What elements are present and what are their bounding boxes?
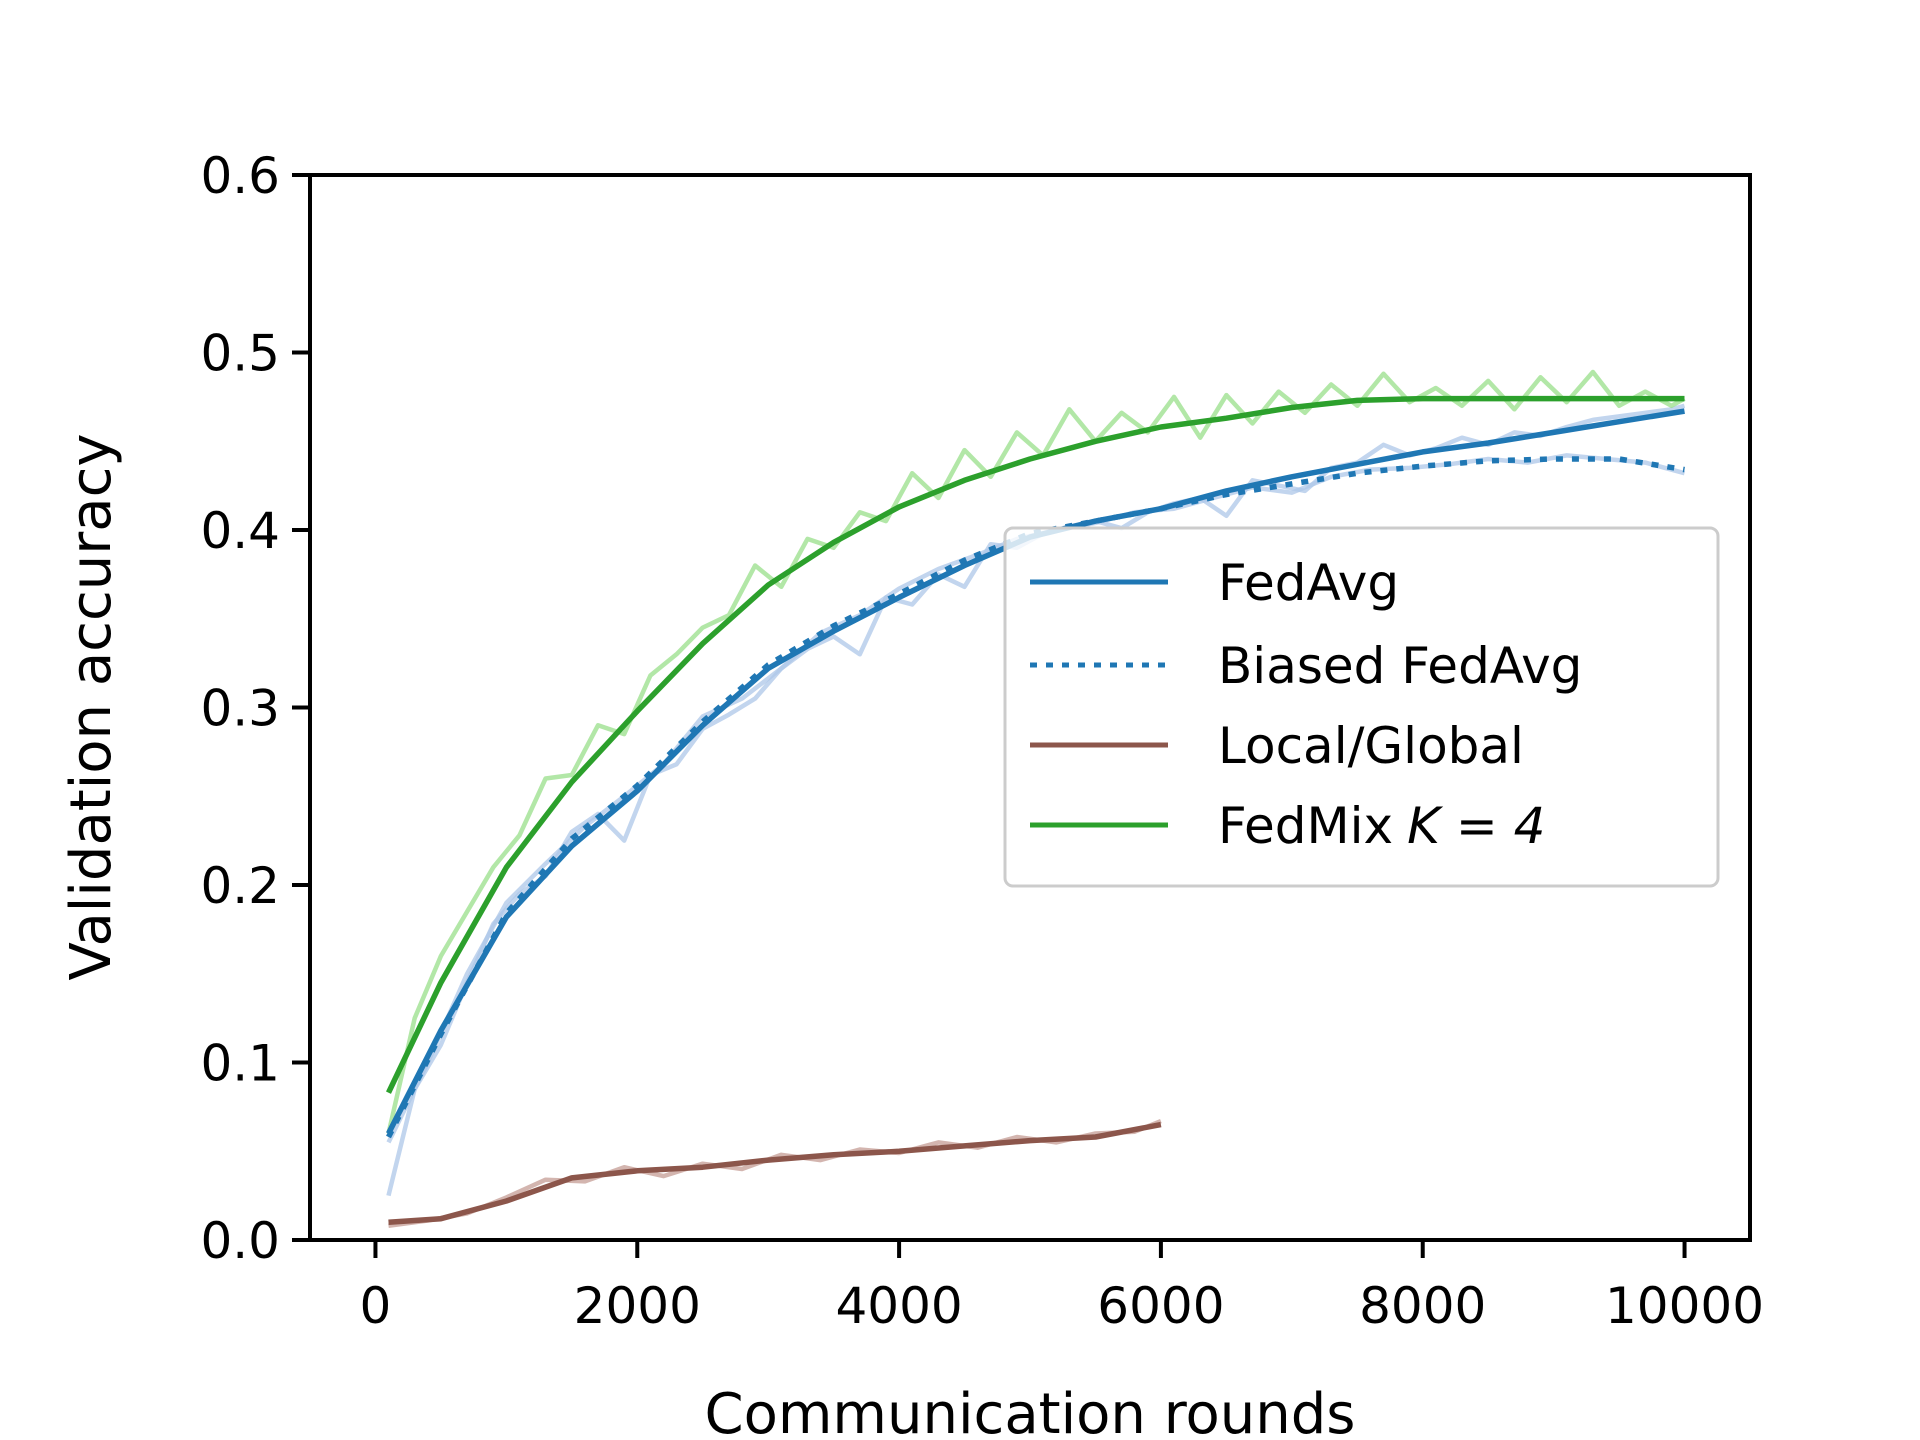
x-tick-label: 6000: [1097, 1277, 1224, 1335]
legend-label-local-global: Local/Global: [1218, 717, 1524, 775]
series-line-fedmix-k-4: [386, 395, 1685, 1094]
x-tick-label: 2000: [574, 1277, 701, 1335]
series-line-local-global: [388, 1121, 1162, 1226]
series-line-biased-fedavg: [386, 456, 1685, 1139]
y-tick-label: 0.6: [200, 147, 280, 205]
x-tick-label: 4000: [835, 1277, 962, 1335]
y-tick-label: 0.5: [200, 325, 280, 383]
legend-label-biased-fedavg: Biased FedAvg: [1218, 637, 1582, 695]
y-tick-label: 0.2: [200, 857, 280, 915]
x-tick-label: 8000: [1359, 1277, 1486, 1335]
y-axis-ticks: 0.0 0.1 0.2 0.3 0.4 0.5 0.6: [200, 147, 310, 1270]
smoothed-series-group: [386, 395, 1685, 1226]
y-tick-label: 0.1: [200, 1035, 280, 1093]
legend-label-fedmix-name: FedMix: [1218, 797, 1393, 855]
legend-box: [1003, 526, 1720, 888]
x-axis-label: Communication rounds: [705, 1382, 1356, 1440]
legend-label-fedmix: FedMix K = 4: [1218, 797, 1545, 855]
y-tick-label: 0.4: [200, 502, 280, 560]
y-axis-label: Validation accuracy: [59, 434, 124, 981]
x-axis-ticks: 0 2000 4000 6000 8000 10000: [360, 1240, 1764, 1335]
x-tick-label: 10000: [1605, 1277, 1764, 1335]
legend-label-fedmix-math: K = 4: [1407, 797, 1545, 855]
legend-label-fedavg: FedAvg: [1218, 554, 1399, 612]
legend: FedAvg Biased FedAvg Local/Global FedMix…: [1003, 526, 1720, 888]
y-tick-label: 0.3: [200, 680, 280, 738]
x-tick-label: 0: [360, 1277, 392, 1335]
y-tick-label: 0.0: [200, 1212, 280, 1270]
